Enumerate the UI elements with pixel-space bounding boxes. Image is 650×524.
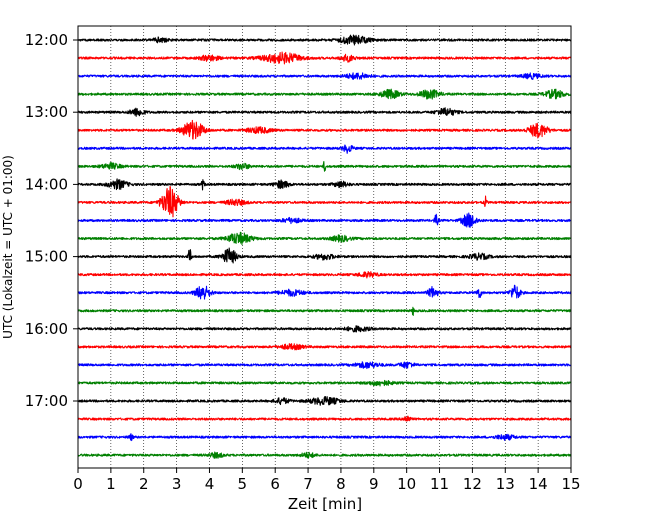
x-tick-label: 7 [303,475,313,493]
trace-row [77,231,572,246]
trace-row [77,51,572,65]
plot-frame [77,25,572,469]
trace-row [77,144,572,154]
trace-row [77,415,572,422]
trace-row [77,247,572,264]
x-tick-label: 5 [238,475,248,493]
trace-row [77,325,572,333]
trace-row [77,395,572,406]
y-axis: 12:00 13:00 14:00 15:00 16:00 17:00 [25,31,78,410]
trace-row [77,306,572,316]
x-axis-label: Zeit [min] [288,495,362,513]
x-tick-label: 1 [106,475,116,493]
x-tick-label: 4 [205,475,215,493]
trace-row [77,72,572,80]
x-tick-label: 2 [139,475,149,493]
x-tick-label: 0 [73,475,83,493]
trace-row [77,284,572,300]
y-axis-label: UTC (Lokalzeit = UTC + 01:00) [1,155,15,339]
trace-row [77,107,572,117]
trace-row [77,161,572,172]
x-tick-label: 13 [496,475,515,493]
trace-row [77,34,572,46]
y-tick-label: 17:00 [25,392,68,410]
x-tick-label: 14 [529,475,548,493]
y-tick-label: 15:00 [25,248,68,266]
trace-row [77,186,572,218]
trace-row [77,88,572,100]
y-tick-label: 14:00 [25,175,68,193]
x-tick-label: 10 [397,475,416,493]
trace-row [77,178,572,191]
x-tick-label: 6 [270,475,280,493]
x-tick-label: 3 [172,475,182,493]
y-tick-label: 12:00 [25,31,68,49]
x-tick-label: 12 [463,475,482,493]
x-tick-label: 9 [369,475,379,493]
x-tick-label: 11 [430,475,449,493]
trace-row [77,212,572,228]
trace-row [77,119,572,140]
y-tick-label: 16:00 [25,320,68,338]
trace-row [77,379,572,387]
y-tick-label: 13:00 [25,103,68,121]
trace-row [77,361,572,370]
trace-row [77,270,572,279]
x-tick-label: 8 [336,475,346,493]
trace-layer [77,34,572,459]
trace-row [77,451,572,459]
trace-row [77,433,572,442]
x-axis: 0 1 2 3 4 5 6 7 8 9 10 11 12 13 14 15 [73,468,581,493]
trace-row [77,343,572,351]
x-tick-label: 15 [561,475,580,493]
